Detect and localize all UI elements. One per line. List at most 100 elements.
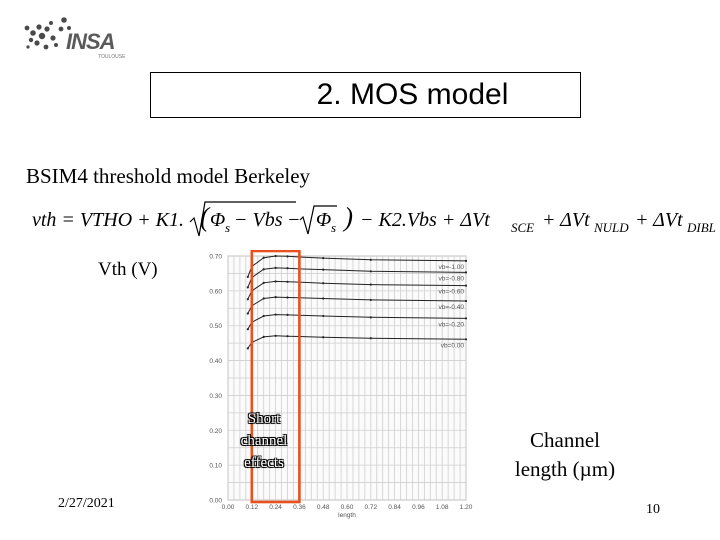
series-point	[246, 298, 249, 301]
svg-text:− K2.Vbs + ΔVt: − K2.Vbs + ΔVt	[360, 209, 490, 231]
series-point	[246, 286, 249, 289]
series-point	[246, 328, 249, 331]
svg-text:− Vbs: − Vbs	[234, 209, 283, 231]
series-point	[464, 284, 468, 287]
logo-sub-text: TOULOUSE	[98, 54, 126, 60]
annotation-line-2: channel	[240, 433, 288, 449]
y-axis-label: Vth (V)	[98, 259, 158, 280]
svg-text:+ ΔVt: + ΔVt	[635, 209, 683, 231]
series-label: vb=-1.00	[439, 264, 465, 271]
series-label: vb=0.00	[441, 342, 465, 349]
svg-text:(: (	[200, 202, 211, 232]
series-point	[322, 314, 325, 318]
svg-text:Φ: Φ	[316, 209, 331, 231]
series-point	[274, 334, 277, 337]
svg-text:+ ΔVt: + ΔVt	[542, 209, 590, 231]
short-channel-highlight	[250, 249, 301, 504]
series-point	[274, 254, 277, 258]
series-point	[262, 335, 265, 338]
x-axis-label-line-2: length (µm)	[514, 457, 616, 481]
series-point	[369, 316, 372, 319]
series-point	[246, 347, 249, 350]
series-point	[286, 280, 289, 283]
svg-text:): )	[342, 202, 353, 232]
annotation-line-3: effects	[244, 455, 284, 471]
series-point	[464, 338, 468, 341]
series-point	[369, 337, 372, 340]
series-point	[286, 313, 289, 317]
logo-brand-text: INSA	[66, 29, 115, 54]
x-tick-label: 0.36	[293, 504, 306, 511]
series-point	[286, 296, 289, 299]
y-tick-label: 0.40	[209, 358, 222, 365]
series-point	[322, 297, 325, 300]
series-point	[262, 297, 265, 300]
series-label: vb=-0.80	[439, 275, 465, 282]
series-point	[274, 313, 277, 316]
x-tick-label: 0.48	[317, 504, 330, 511]
series-point	[464, 299, 468, 303]
series-point	[262, 281, 265, 284]
x-tick-label: 0.60	[341, 504, 354, 511]
series-point	[274, 280, 277, 283]
series-label: vb=-0.60	[439, 289, 465, 296]
x-tick-label: 0.84	[388, 504, 401, 511]
vth-length-chart: 0.00 0.10 0.20 0.30 0.40 0.50 0.60 0.70 0.00 0.12…	[186, 249, 476, 522]
series-point	[262, 256, 265, 259]
series-point	[464, 317, 468, 320]
series-point	[369, 258, 372, 261]
series-point	[286, 335, 289, 338]
series-point	[369, 270, 372, 273]
y-tick-label: 0.70	[209, 254, 222, 261]
series-point	[246, 275, 249, 279]
series-label: vb=-0.40	[439, 304, 465, 311]
y-tick-label: 0.30	[209, 393, 222, 400]
annotation-line-1: Short	[247, 411, 281, 427]
x-axis-label-line-1: Channel	[530, 428, 600, 452]
title-box: 2. MOS model	[150, 72, 581, 118]
x-tick-label: 0.96	[412, 504, 425, 511]
slide-date: 2/27/2021	[58, 496, 115, 511]
series-point	[322, 282, 325, 285]
x-tick-label: 0.72	[364, 504, 377, 511]
series-point	[286, 255, 289, 258]
x-tick-label: 1.20	[460, 504, 473, 511]
svg-text:s: s	[331, 220, 336, 235]
series-label: vb=-0.20	[439, 321, 465, 328]
x-tick-label: 0.12	[245, 504, 258, 511]
series-point	[464, 271, 468, 274]
y-tick-label: 0.10	[209, 463, 222, 470]
insa-logo: INSA TOULOUSE	[22, 14, 134, 64]
series-point	[369, 283, 372, 286]
series-point	[246, 312, 249, 315]
svg-text:vth = VTHO + K1.: vth = VTHO + K1.	[32, 209, 184, 231]
series-point	[262, 268, 265, 271]
slide-title: 2. MOS model	[316, 78, 509, 111]
series-point	[262, 314, 265, 318]
chart-x-axis-label: length	[338, 512, 356, 519]
y-tick-label: 0.60	[209, 288, 222, 295]
series-point	[322, 336, 325, 339]
svg-text:NULD: NULD	[593, 220, 629, 235]
svg-text:DIBL: DIBL	[686, 220, 716, 235]
series-point	[274, 296, 277, 299]
svg-text:−: −	[287, 209, 301, 231]
series-point	[274, 266, 277, 269]
x-tick-label: 1.08	[436, 504, 449, 511]
series-point	[286, 267, 289, 270]
x-tick-label: 0.24	[269, 504, 282, 511]
x-axis-label: Channel length (µm)	[490, 426, 640, 484]
series-point	[369, 298, 372, 302]
x-tick-label: 0.00	[222, 504, 235, 511]
svg-text:Φ: Φ	[210, 209, 225, 231]
svg-text:SCE: SCE	[511, 220, 534, 235]
series-point	[464, 259, 468, 262]
series-point	[322, 268, 325, 271]
y-tick-label: 0.50	[209, 323, 222, 330]
page-number: 10	[646, 502, 660, 517]
short-channel-annotation: Short channel effects	[222, 408, 306, 474]
series-point	[322, 256, 325, 260]
y-tick-label: 0.00	[209, 498, 222, 505]
slide-subtitle: BSIM4 threshold model Berkeley	[26, 164, 311, 188]
